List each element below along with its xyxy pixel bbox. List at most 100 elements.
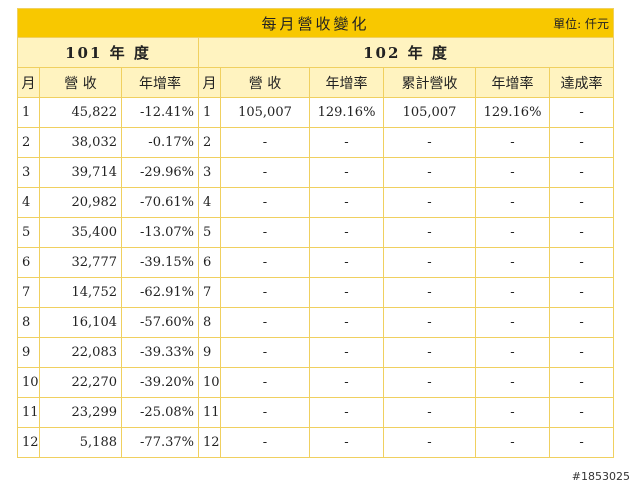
cell-month-b: 2 (198, 127, 221, 158)
cell-yoy-a: -0.17% (121, 127, 199, 158)
cell-achievement-b: - (548, 187, 615, 218)
cell-cumulative-yoy-b: 129.16% (475, 97, 550, 128)
cell-yoy-b: - (309, 427, 384, 458)
watermark-id: #1853025 (571, 470, 630, 483)
cell-month-a: 9 (17, 337, 40, 368)
cell-yoy-b: - (309, 217, 384, 248)
cell-revenue-b: - (220, 397, 310, 428)
cell-revenue-a: 32,777 (39, 247, 122, 278)
cell-month-a: 6 (17, 247, 40, 278)
cell-yoy-a: -39.20% (121, 367, 199, 398)
table-row: 11 23,299 -25.08% 11- - - - - (17, 397, 615, 428)
column-header-row: 月 營 收 年增率 月 營 收 年增率 累計營收 年增率 達成率 (17, 67, 615, 98)
cell-cumulative-b: - (383, 157, 476, 188)
table-row: 5 35,400 -13.07% 5- - - - - (17, 217, 615, 248)
cell-achievement-b: - (548, 247, 615, 278)
year-row: 101 年 度 102 年 度 (17, 37, 615, 68)
cell-yoy-b: - (309, 307, 384, 338)
cell-cumulative-b: - (383, 367, 476, 398)
cell-revenue-a: 23,299 (39, 397, 122, 428)
cell-yoy-a: -39.15% (121, 247, 199, 278)
cell-cumulative-yoy-b: - (475, 187, 550, 218)
cell-month-b: 9 (198, 337, 221, 368)
cell-cumulative-b: - (383, 337, 476, 368)
cell-achievement-b: - (548, 157, 615, 188)
cell-revenue-b: - (220, 277, 310, 308)
cell-yoy-b: - (309, 187, 384, 218)
cell-month-a: 8 (17, 307, 40, 338)
cell-month-a: 1 (17, 97, 40, 128)
cell-month-b: 11 (198, 397, 221, 428)
col-header-yoy-a: 年增率 (121, 67, 199, 98)
cell-revenue-a: 16,104 (39, 307, 122, 338)
cell-achievement-b: - (548, 97, 615, 128)
col-header-cumulative-b: 累計營收 (383, 67, 476, 98)
table-row: 12 5,188 -77.37% 12- - - - - (17, 427, 615, 458)
cell-cumulative-b: - (383, 127, 476, 158)
table-row: 2 38,032 -0.17% 2- - - - - (17, 127, 615, 158)
cell-yoy-b: - (309, 157, 384, 188)
cell-month-b: 8 (198, 307, 221, 338)
table-body: 1 45,822 -12.41% 1 105,007 129.16% 105,007 129.… (17, 97, 615, 458)
col-header-achievement-b: 達成率 (548, 67, 615, 98)
cell-month-b: 4 (198, 187, 221, 218)
col-header-cumulative-yoy-b: 年增率 (475, 67, 550, 98)
cell-revenue-a: 22,083 (39, 337, 122, 368)
table-row: 9 22,083 -39.33% 9- - - - - (17, 337, 615, 368)
col-header-month-a: 月 (17, 67, 40, 98)
cell-revenue-a: 14,752 (39, 277, 122, 308)
cell-revenue-b: - (220, 247, 310, 278)
col-header-revenue-a: 營 收 (39, 67, 122, 98)
cell-yoy-a: -13.07% (121, 217, 199, 248)
cell-yoy-b: 129.16% (309, 97, 384, 128)
cell-cumulative-b: - (383, 277, 476, 308)
cell-month-b: 12 (198, 427, 221, 458)
cell-cumulative-yoy-b: - (475, 337, 550, 368)
cell-month-a: 12 (17, 427, 40, 458)
cell-month-a: 7 (17, 277, 40, 308)
cell-achievement-b: - (548, 127, 615, 158)
cell-cumulative-b: - (383, 427, 476, 458)
cell-cumulative-b: - (383, 217, 476, 248)
cell-yoy-a: -25.08% (121, 397, 199, 428)
cell-achievement-b: - (548, 277, 615, 308)
col-header-revenue-b: 營 收 (220, 67, 310, 98)
cell-revenue-b: - (220, 127, 310, 158)
cell-cumulative-yoy-b: - (475, 277, 550, 308)
cell-month-a: 3 (17, 157, 40, 188)
cell-yoy-a: -70.61% (121, 187, 199, 218)
cell-yoy-a: -39.33% (121, 337, 199, 368)
table-title: 每月營收變化 (261, 14, 370, 33)
cell-cumulative-yoy-b: - (475, 397, 550, 428)
cell-month-a: 4 (17, 187, 40, 218)
cell-revenue-b: - (220, 307, 310, 338)
cell-month-b: 5 (198, 217, 221, 248)
cell-cumulative-b: 105,007 (383, 97, 476, 128)
cell-cumulative-yoy-b: - (475, 307, 550, 338)
cell-achievement-b: - (548, 337, 615, 368)
cell-revenue-b: - (220, 157, 310, 188)
cell-yoy-a: -29.96% (121, 157, 199, 188)
col-header-yoy-b: 年增率 (309, 67, 384, 98)
cell-yoy-a: -62.91% (121, 277, 199, 308)
cell-achievement-b: - (548, 217, 615, 248)
cell-month-a: 5 (17, 217, 40, 248)
cell-revenue-a: 39,714 (39, 157, 122, 188)
cell-yoy-b: - (309, 397, 384, 428)
cell-revenue-b: - (220, 217, 310, 248)
cell-revenue-b: - (220, 337, 310, 368)
cell-cumulative-yoy-b: - (475, 127, 550, 158)
cell-month-a: 11 (17, 397, 40, 428)
cell-cumulative-b: - (383, 397, 476, 428)
col-header-month-b: 月 (198, 67, 221, 98)
cell-month-b: 3 (198, 157, 221, 188)
cell-revenue-a: 20,982 (39, 187, 122, 218)
cell-yoy-b: - (309, 277, 384, 308)
cell-achievement-b: - (548, 307, 615, 338)
cell-yoy-a: -57.60% (121, 307, 199, 338)
cell-revenue-a: 22,270 (39, 367, 122, 398)
cell-cumulative-yoy-b: - (475, 367, 550, 398)
revenue-table-container: 每月營收變化 單位: 仟元 101 年 度 102 年 度 月 營 收 年增率 … (16, 8, 615, 458)
cell-month-b: 1 (198, 97, 221, 128)
cell-cumulative-yoy-b: - (475, 157, 550, 188)
